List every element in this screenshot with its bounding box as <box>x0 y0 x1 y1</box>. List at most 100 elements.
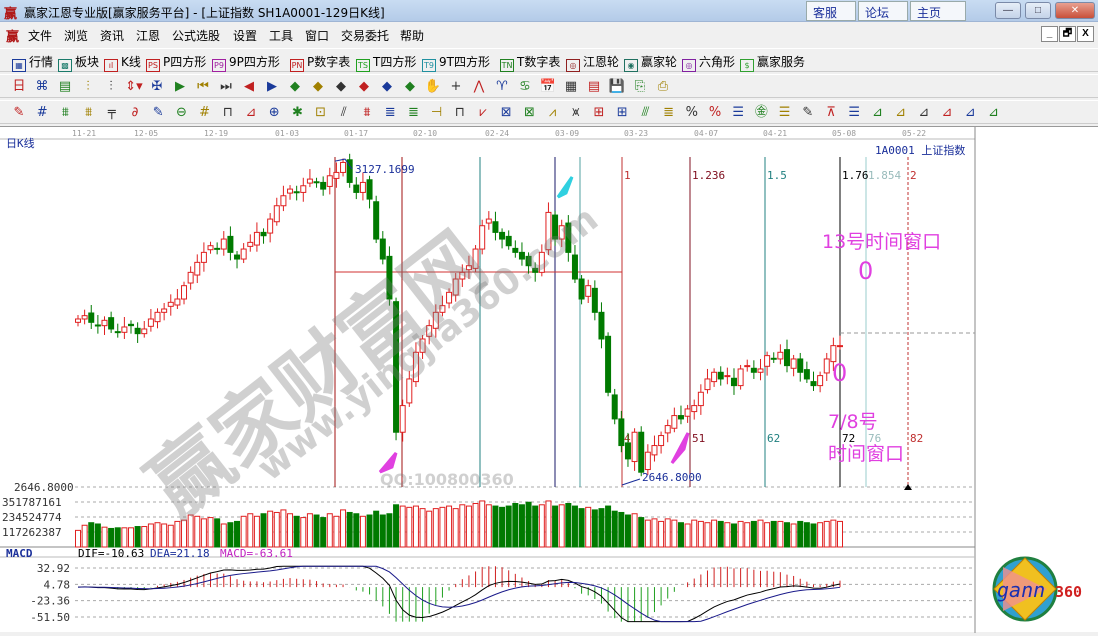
draw-tool-icon-19[interactable]: ⊓ <box>454 105 465 120</box>
nav-tool-icon-18[interactable]: ✋ <box>424 79 442 94</box>
menu-tools[interactable]: 工具 <box>269 29 294 43</box>
draw-tool-icon-17[interactable]: ≣ <box>407 105 419 120</box>
draw-tool-icon-34[interactable]: ✎ <box>802 105 814 120</box>
draw-tool-icon-32[interactable]: ㊎ <box>754 105 768 120</box>
nav-tool-icon-1[interactable]: ⌘ <box>35 79 49 94</box>
chart-area[interactable]: 日K线 1A0001 上证指数 11-21 12-05 12-19 01-03 01-17 0… <box>0 126 1098 633</box>
forum-link[interactable]: 论坛 <box>858 1 908 21</box>
menu-formula[interactable]: 公式选股 <box>172 29 221 43</box>
nav-tool-icon-21[interactable]: ♈ <box>496 79 508 94</box>
toolbar-button-yingjia-wheel[interactable]: ◉ 赢家轮 <box>624 53 677 72</box>
mdi-close-button[interactable]: X <box>1077 26 1094 42</box>
nav-tool-icon-7[interactable]: ▶ <box>175 79 185 94</box>
nav-tool-icon-17[interactable]: ◆ <box>405 79 415 94</box>
menu-help[interactable]: 帮助 <box>400 29 425 43</box>
nav-tool-icon-9[interactable]: ⏭ <box>220 79 232 94</box>
nav-tool-icon-19[interactable]: + <box>450 79 462 94</box>
draw-tool-icon-18[interactable]: ⊣ <box>430 105 443 120</box>
draw-tool-icon-10[interactable]: ⊿ <box>245 105 257 120</box>
draw-tool-icon-22[interactable]: ⊠ <box>523 105 535 120</box>
homepage-link[interactable]: 主页 <box>910 1 966 21</box>
nav-tool-icon-3[interactable]: ⫶ <box>86 79 90 94</box>
draw-tool-icon-5[interactable]: ∂ <box>131 105 139 120</box>
draw-tool-icon-38[interactable]: ⊿ <box>895 105 907 120</box>
draw-tool-icon-39[interactable]: ⊿ <box>918 105 930 120</box>
draw-tool-icon-41[interactable]: ⊿ <box>964 105 976 120</box>
draw-tool-icon-35[interactable]: ⊼ <box>826 105 836 120</box>
draw-tool-icon-20[interactable]: ⩗ <box>479 105 487 120</box>
draw-tool-icon-8[interactable]: # <box>199 105 211 120</box>
nav-tool-icon-11[interactable]: ▶ <box>267 79 277 94</box>
draw-tool-icon-24[interactable]: ⩙ <box>572 105 580 120</box>
draw-tool-icon-42[interactable]: ⊿ <box>987 105 999 120</box>
maximize-button[interactable]: □ <box>1025 2 1051 19</box>
draw-tool-icon-7[interactable]: ⊖ <box>175 105 187 120</box>
nav-tool-icon-12[interactable]: ◆ <box>290 79 300 94</box>
nav-tool-icon-5[interactable]: ⇕▾ <box>125 79 143 94</box>
draw-tool-icon-23[interactable]: ⩘ <box>548 105 557 120</box>
menu-window[interactable]: 窗口 <box>305 29 330 43</box>
mdi-restore-button[interactable]: 🗗 <box>1059 26 1076 42</box>
nav-tool-icon-20[interactable]: ⋀ <box>473 79 485 94</box>
draw-tool-icon-3[interactable]: ⩩ <box>85 105 93 120</box>
menu-file[interactable]: 文件 <box>28 29 53 43</box>
menu-gann[interactable]: 江恩 <box>136 29 161 43</box>
draw-tool-icon-21[interactable]: ⊠ <box>500 105 512 120</box>
toolbar-button-dollar[interactable]: $ 赢家服务 <box>740 53 805 72</box>
nav-tool-icon-13[interactable]: ◆ <box>313 79 323 94</box>
draw-tool-icon-9[interactable]: ⊓ <box>222 105 233 120</box>
toolbar-button-hexagon[interactable]: ◎ 六角形 <box>682 53 735 72</box>
close-button[interactable]: ✕ <box>1055 2 1095 19</box>
toolbar-button-ps[interactable]: PS P四方形 <box>146 53 206 72</box>
nav-tool-icon-2[interactable]: ▤ <box>58 79 72 94</box>
toolbar-button-blocks[interactable]: ▩ 板块 <box>58 53 99 72</box>
toolbar-button-gann-wheel[interactable]: ◎ 江恩轮 <box>566 53 619 72</box>
draw-tool-icon-29[interactable]: % <box>685 105 698 120</box>
draw-tool-icon-4[interactable]: ╤ <box>107 105 116 120</box>
nav-tool-icon-6[interactable]: ✠ <box>151 79 163 94</box>
mdi-minimize-button[interactable]: _ <box>1041 26 1058 42</box>
menu-info[interactable]: 资讯 <box>100 29 125 43</box>
toolbar-button-table[interactable]: ▦ 行情 <box>12 53 53 72</box>
draw-tool-icon-11[interactable]: ⊕ <box>268 105 280 120</box>
draw-tool-icon-1[interactable]: # <box>36 105 48 120</box>
nav-tool-icon-10[interactable]: ◀ <box>244 79 254 94</box>
draw-tool-icon-0[interactable]: ✎ <box>13 105 25 120</box>
draw-tool-icon-36[interactable]: ☰ <box>848 105 861 120</box>
draw-tool-icon-13[interactable]: ⊡ <box>315 105 327 120</box>
draw-tool-icon-31[interactable]: ☰ <box>732 105 745 120</box>
minimize-button[interactable]: — <box>995 2 1021 19</box>
kline-chart[interactable]: 日K线 1A0001 上证指数 11-21 12-05 12-19 01-03 01-17 0… <box>0 127 1098 633</box>
customer-service-link[interactable]: 客服 <box>806 1 856 21</box>
toolbar-button-p9[interactable]: P9 9P四方形 <box>212 53 280 72</box>
toolbar-button-pn[interactable]: PN P数字表 <box>290 53 350 72</box>
nav-tool-icon-8[interactable]: ⏮ <box>197 79 209 94</box>
draw-tool-icon-33[interactable]: ☰ <box>778 105 791 120</box>
draw-tool-icon-37[interactable]: ⊿ <box>871 105 883 120</box>
menu-browse[interactable]: 浏览 <box>64 29 89 43</box>
draw-tool-icon-30[interactable]: % <box>708 105 722 120</box>
draw-tool-icon-25[interactable]: ⊞ <box>593 105 605 120</box>
nav-tool-icon-16[interactable]: ◆ <box>382 79 392 94</box>
toolbar-button-candlestick[interactable]: ıl K线 <box>104 53 141 72</box>
nav-tool-icon-24[interactable]: ▦ <box>564 79 578 94</box>
nav-tool-icon-14[interactable]: ◆ <box>336 79 346 94</box>
nav-tool-icon-25[interactable]: ▤ <box>587 79 601 94</box>
draw-tool-icon-16[interactable]: ≣ <box>384 105 396 120</box>
toolbar-button-ts[interactable]: TS T四方形 <box>356 53 416 72</box>
draw-tool-icon-2[interactable]: ⩩ <box>61 105 69 120</box>
nav-tool-icon-0[interactable]: 日▾ <box>12 79 26 112</box>
nav-tool-icon-26[interactable]: 💾 <box>608 79 626 94</box>
draw-tool-icon-40[interactable]: ⊿ <box>941 105 953 120</box>
draw-tool-icon-14[interactable]: ⫽ <box>340 105 347 120</box>
draw-tool-icon-12[interactable]: ✱ <box>291 105 303 120</box>
nav-tool-icon-22[interactable]: ♋ <box>519 79 531 94</box>
draw-tool-icon-27[interactable]: ⫻ <box>641 105 650 120</box>
menu-settings[interactable]: 设置 <box>233 29 258 43</box>
nav-tool-icon-15[interactable]: ◆ <box>359 79 369 94</box>
nav-tool-icon-28[interactable]: ⎙ <box>657 79 669 94</box>
draw-tool-icon-26[interactable]: ⊞ <box>616 105 628 120</box>
toolbar-button-tn[interactable]: TN T数字表 <box>500 53 560 72</box>
nav-tool-icon-4[interactable]: ⫶ <box>109 79 113 94</box>
draw-tool-icon-15[interactable]: ⩩ <box>363 105 371 120</box>
